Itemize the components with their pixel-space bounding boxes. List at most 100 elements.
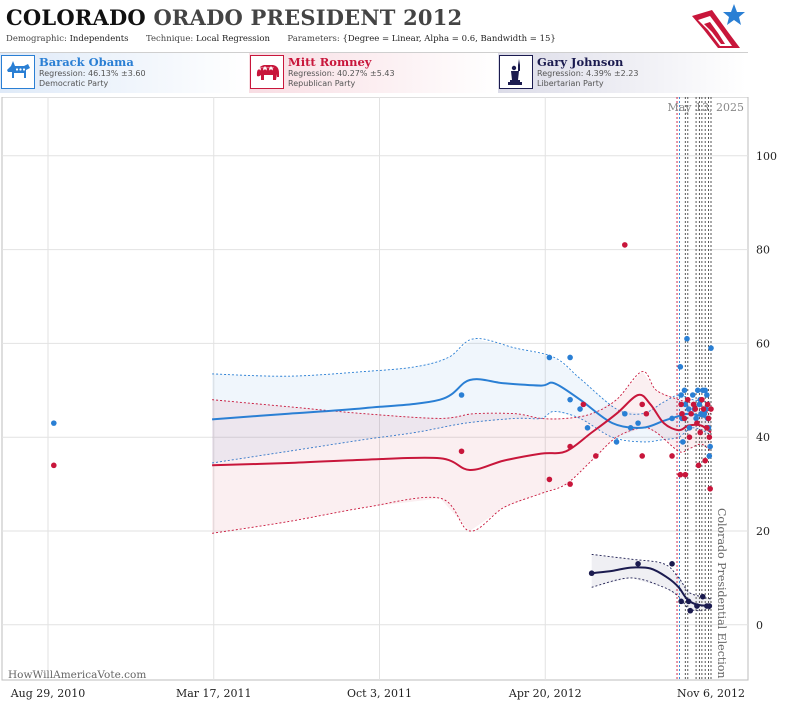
candidate-name: Mitt Romney: [288, 55, 372, 69]
poll-point: [588, 570, 595, 577]
lower-bound-line: [212, 427, 712, 534]
title-state: COLORADO: [6, 5, 146, 30]
candidate-party: Democratic Party: [39, 79, 109, 88]
poll-point: [567, 443, 573, 450]
poll-point: [679, 410, 685, 417]
poll-point: [622, 242, 628, 248]
poll-point: [694, 603, 700, 609]
poll-point: [639, 401, 646, 408]
poll-point: [681, 387, 688, 394]
poll-point: [643, 410, 650, 417]
x-tick-label: Oct 3, 2011: [347, 687, 412, 700]
poll-point: [677, 364, 684, 370]
poll-point: [696, 401, 703, 408]
poll-point: [706, 603, 713, 609]
poll-point: [707, 443, 713, 450]
poll-point: [682, 471, 689, 478]
poll-point: [706, 434, 713, 441]
candidate-regression: Regression: 46.13% ±3.60: [39, 69, 146, 78]
y-tick-label: 80: [756, 244, 770, 257]
poll-point: [635, 561, 641, 567]
poll-point: [684, 396, 691, 403]
poll-point: [701, 410, 708, 417]
poll-point: [678, 401, 684, 408]
candidate-regression: Regression: 4.39% ±2.23: [537, 69, 639, 78]
poll-point: [686, 425, 693, 431]
poll-point: [678, 598, 684, 605]
poll-point: [627, 425, 634, 431]
poll-point: [622, 410, 628, 417]
page-title: COLORADO ORADO PRESIDENT 2012: [6, 5, 462, 30]
candidate-panels: Barack Obama Regression: 46.13% ±3.60 De…: [0, 53, 748, 93]
upper-bound-line: [212, 338, 712, 415]
poll-point: [700, 406, 707, 412]
x-tick-label: Mar 17, 2011: [176, 687, 252, 700]
y-tick-label: 20: [756, 525, 770, 538]
poll-point: [635, 420, 641, 426]
poll-point: [704, 401, 711, 408]
poll-point: [458, 448, 465, 455]
poll-point: [584, 425, 591, 431]
poll-point: [704, 425, 710, 431]
poll-point: [680, 439, 686, 445]
title-rest: ORADO PRESIDENT 2012: [153, 5, 463, 30]
poll-point: [639, 453, 646, 459]
poll-point: [688, 410, 694, 417]
poll-point: [567, 481, 573, 487]
election-label: Colorado Presidential Election: [715, 508, 728, 679]
poll-point: [546, 476, 553, 483]
poll-point: [702, 387, 708, 394]
poll-point: [706, 453, 713, 459]
poll-point: [678, 392, 684, 398]
poll-point: [669, 415, 675, 422]
poll-point: [51, 420, 57, 426]
poll-point: [685, 598, 692, 605]
candidate-party: Republican Party: [288, 79, 356, 88]
poll-point: [580, 401, 587, 408]
poll-point: [685, 406, 692, 412]
watermark: HowWillAmericaVote.com: [8, 669, 146, 681]
confidence-band: [212, 338, 711, 463]
poll-point: [546, 354, 553, 361]
poll-point: [694, 387, 701, 394]
poll-point: [681, 415, 688, 422]
poll-point: [690, 401, 697, 408]
lower-bound-line: [591, 577, 712, 612]
poll-point: [567, 396, 573, 403]
poll-point: [705, 415, 712, 422]
donkey-icon: [1, 55, 35, 89]
candidate-party: Libertarian Party: [537, 79, 604, 88]
candidate-name: Barack Obama: [39, 55, 134, 69]
poll-point: [577, 406, 583, 412]
poll-point: [686, 434, 693, 441]
site-logo-icon: [692, 4, 745, 48]
poll-point: [708, 345, 714, 351]
elephant-icon: [250, 55, 284, 89]
x-tick-label: Apr 20, 2012: [508, 687, 582, 700]
poll-point: [693, 415, 699, 422]
poll-point: [682, 401, 689, 408]
poll-point: [708, 406, 714, 412]
poll-point: [689, 392, 696, 398]
poll-point: [699, 396, 705, 403]
poll-point: [699, 593, 706, 600]
parameters-line: Demographic: Independents Technique: Loc…: [6, 34, 556, 44]
poll-point: [702, 457, 708, 464]
poll-point: [695, 462, 702, 469]
liberty-statue-icon: [499, 55, 533, 89]
poll-point: [458, 392, 465, 398]
y-tick-label: 60: [756, 337, 770, 350]
poll-point: [593, 453, 599, 459]
candidate-regression: Regression: 40.27% ±5.43: [288, 69, 395, 78]
poll-point: [669, 453, 675, 459]
poll-point: [687, 607, 694, 614]
candidate-romney: Mitt Romney Regression: 40.27% ±5.43 Rep…: [249, 53, 497, 93]
plot-area: [1, 97, 749, 681]
poll-point: [704, 392, 710, 398]
poll-point: [613, 439, 620, 445]
x-tick-label: Nov 6, 2012: [677, 687, 745, 700]
parameters-value: {Degree = Linear, Alpha = 0.6, Bandwidth…: [342, 34, 556, 44]
x-tick-label: Aug 29, 2010: [10, 687, 86, 700]
candidate-obama: Barack Obama Regression: 46.13% ±3.60 De…: [0, 53, 248, 93]
poll-point: [694, 420, 700, 426]
